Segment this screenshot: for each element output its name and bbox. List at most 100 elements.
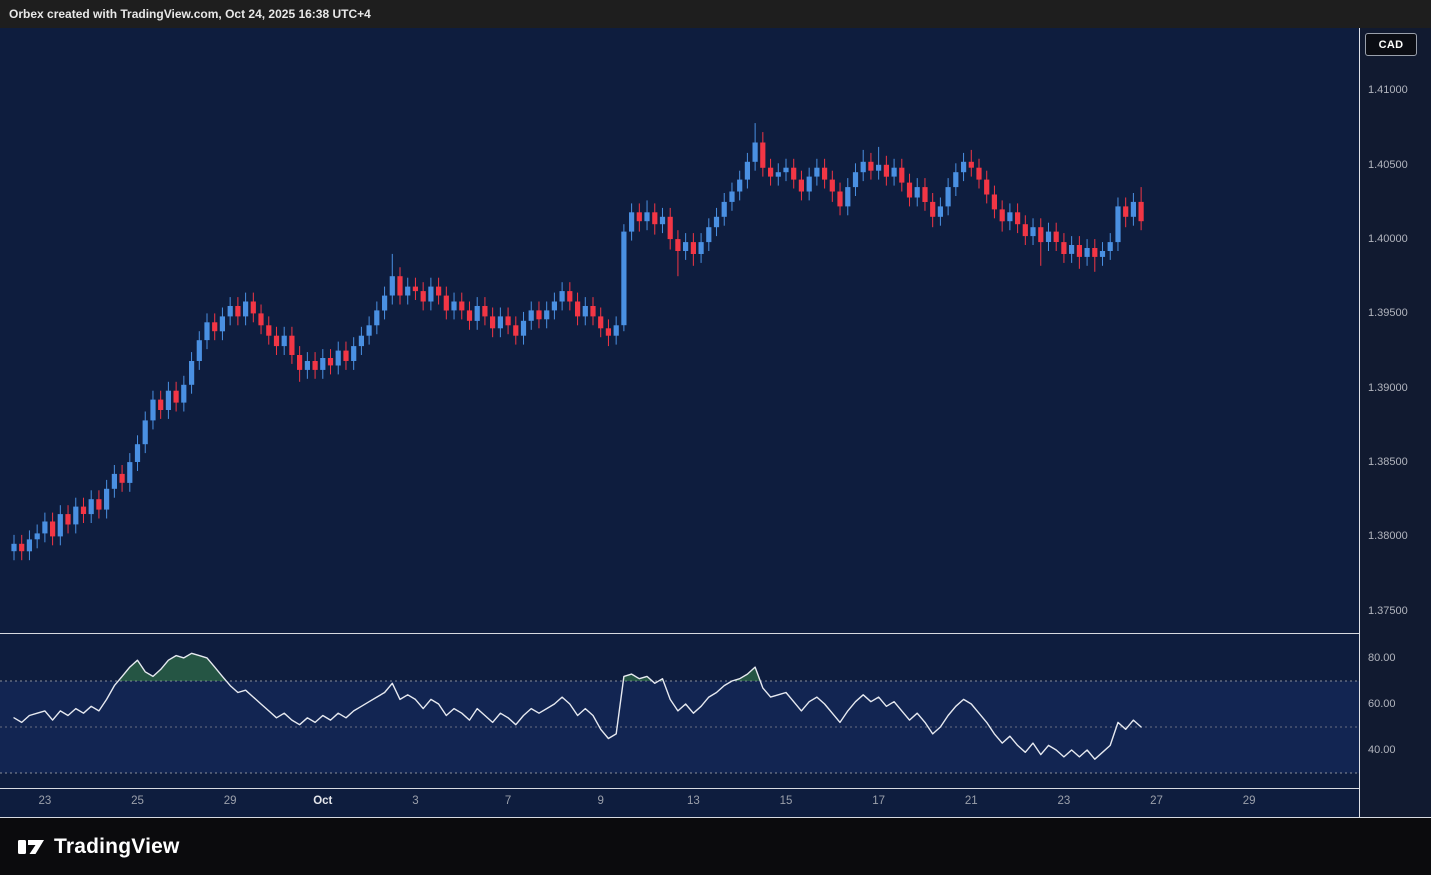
candle-body [119,473,125,483]
time-tick-label: 21 [964,795,978,807]
candle-body [80,506,87,514]
candle-body [297,355,303,370]
time-tick-label: 23 [1057,795,1071,807]
price-tick-label: 1.39500 [1368,307,1408,320]
candle-body [667,216,673,240]
candle-body [343,350,349,361]
rsi-overbought-fill [118,653,761,681]
candle-body [327,358,334,366]
candle-body [791,167,797,180]
candle-body [891,167,897,177]
rsi-scale-ticks: 80.00 60.00 40.00 [1360,634,1431,788]
candle-body [212,322,218,332]
candle-body [173,390,179,403]
candle-body [150,399,156,421]
candle-body [1069,245,1075,254]
candle-body [775,172,781,177]
candle-body [266,325,272,336]
candle-body [798,179,804,192]
candle-body [34,533,40,540]
candle-body [1092,248,1098,257]
candle-body [258,313,264,326]
candle-body [621,231,627,326]
candle-body [219,316,225,332]
candle-body [73,506,79,525]
candle-body [366,325,372,336]
candle-body [636,212,642,222]
price-tick-label: 1.38000 [1368,530,1408,543]
candle-body [474,306,480,321]
candle-body [590,306,596,317]
candle-body [482,306,488,317]
candle-body [1061,242,1067,254]
candle-body [760,142,766,168]
time-tick-label: 3 [412,795,419,807]
candle-body [243,301,249,317]
candle-body [436,286,442,296]
pane-separator[interactable] [0,633,1431,634]
candle-body [536,310,542,320]
candle-body [644,212,650,222]
candle-body [88,499,94,515]
time-tick-label: 27 [1150,795,1163,807]
price-scale[interactable]: CAD 1.41000 1.40500 1.40000 1.39500 1.39000 1… [1359,28,1431,817]
time-tick-label: 17 [872,795,886,807]
candle-body [26,539,32,552]
time-tick-label: 15 [779,795,793,807]
price-tick-label: 1.39000 [1368,381,1408,394]
candle-body [937,206,943,217]
candle-body [737,179,743,192]
candle-body [513,325,519,336]
candle-body [405,286,411,296]
candle-body [713,216,720,228]
candle-body [250,301,256,314]
candle-body [629,212,635,232]
price-tick-label: 1.38500 [1368,456,1408,469]
candle-body [235,306,241,317]
candle-body [1130,201,1136,217]
candle-body [11,543,17,552]
candle-body [320,358,326,370]
candle-body [273,335,280,347]
candle-body [999,209,1005,222]
time-tick-label: 23 [38,795,52,807]
candle-body [111,473,117,489]
tradingview-wordmark[interactable]: TradingView [54,834,180,858]
rsi-pane[interactable] [0,634,1359,788]
candle-body [420,291,426,302]
rsi-tick-label: 60.00 [1368,697,1396,710]
tradingview-logo-icon[interactable] [18,836,45,858]
candle-body [127,462,133,483]
candle-body [520,320,527,336]
price-pane[interactable] [0,28,1359,633]
price-tick-label: 1.41000 [1368,84,1408,97]
chart-area: 23 25 29 Oct 3 7 9 13 15 17 21 23 27 29 CAD 1.41000 1.… [0,28,1431,818]
rsi-tick-label: 40.00 [1368,744,1396,757]
time-tick-label: 25 [131,795,144,807]
candle-body [559,291,565,302]
candle-body [768,167,774,177]
candle-body [1099,251,1106,257]
time-axis-separator [0,788,1431,789]
candle-body [443,295,449,311]
rsi-line [13,652,1142,760]
candle-body [613,325,619,336]
candle-body [683,242,689,251]
candle-body [822,167,828,180]
candle-body [930,201,936,217]
candle-body [158,399,164,410]
candle-body [659,216,666,225]
candle-body [582,306,588,317]
candle-body [868,161,874,171]
candle-body [860,161,866,173]
time-tick-label: 7 [504,795,512,807]
candle-body [1045,231,1052,242]
candle-body [744,161,750,180]
candle-body [945,187,951,207]
candle-body [706,227,712,243]
time-axis[interactable]: 23 25 29 Oct 3 7 9 13 15 17 21 23 27 29 [0,789,1359,817]
candle-body [382,295,388,311]
candle-body [42,521,48,534]
candle-body [65,514,71,525]
candle-body [721,201,727,217]
